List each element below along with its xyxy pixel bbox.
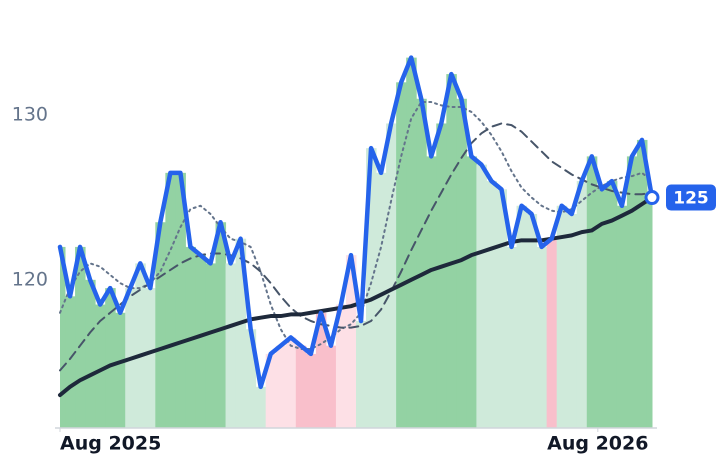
zone-bar: [60, 246, 66, 428]
zone-bar: [235, 238, 247, 428]
zone-bar: [416, 98, 427, 429]
zone-bar: [426, 156, 437, 428]
zone-bar: [75, 246, 86, 428]
zone-bar: [165, 172, 176, 428]
zone-bar: [265, 353, 277, 428]
zone-bar: [646, 197, 653, 428]
zone-bar: [225, 263, 237, 428]
zone-bar: [456, 98, 467, 429]
zone-bar: [255, 386, 267, 428]
zone-bar: [476, 164, 487, 428]
zone-bar: [145, 288, 156, 428]
zone-bar: [345, 255, 357, 428]
zone-bar: [285, 337, 297, 428]
zone-bar: [65, 296, 76, 428]
zone-bar: [215, 222, 227, 428]
zone-bar: [95, 304, 106, 428]
last-value-pill: [666, 184, 716, 211]
zone-bar: [406, 57, 417, 428]
zone-bar: [366, 148, 377, 428]
zone-bar: [195, 255, 206, 428]
x-tick-label: Aug 2025: [60, 433, 161, 455]
zone-bar: [486, 181, 497, 428]
zone-bar: [556, 205, 568, 428]
zone-bar: [155, 222, 166, 428]
background-bars: [60, 57, 653, 429]
zone-bar: [275, 345, 287, 428]
zone-bar: [85, 279, 96, 428]
last-point: [644, 190, 660, 206]
zone-bar: [506, 246, 518, 428]
zone-bar: [315, 312, 327, 428]
zone-bar: [115, 312, 126, 428]
zone-bar: [606, 181, 618, 428]
zone-bar: [516, 205, 528, 428]
zone-bar: [576, 181, 588, 428]
zone-bar: [376, 172, 387, 428]
series-line: [59, 101, 653, 350]
zone-bar: [396, 82, 407, 429]
zone-bar: [586, 156, 598, 428]
zone-bar: [436, 123, 447, 428]
zone-bar: [356, 321, 367, 428]
zone-bar: [526, 214, 538, 428]
zone-bar: [566, 214, 578, 428]
zone-bar: [135, 263, 146, 428]
zone-bar: [205, 263, 217, 428]
x-tick-label: Aug 2026: [547, 433, 648, 455]
zone-bar: [596, 189, 608, 428]
zone-bar: [305, 353, 317, 428]
zone-bar: [105, 288, 116, 428]
zone-bar: [636, 139, 648, 428]
zone-bar: [466, 156, 477, 428]
zone-bar: [626, 156, 638, 428]
last-value-label: 125: [673, 189, 709, 209]
y-tick-label: 130: [12, 104, 48, 126]
zone-bar: [175, 172, 186, 428]
zone-bar: [295, 345, 307, 428]
series-line: [59, 122, 653, 372]
zone-bar: [325, 345, 337, 428]
zone-bar: [386, 123, 397, 428]
zone-bar: [335, 304, 347, 428]
zone-bar: [496, 189, 508, 428]
y-tick-label: 120: [12, 268, 48, 290]
zone-bar: [546, 238, 558, 428]
zone-bar: [446, 74, 457, 429]
zone-bar: [616, 205, 628, 428]
zone-bar: [536, 246, 548, 428]
zone-bar: [245, 329, 257, 428]
series-line: [57, 55, 655, 390]
